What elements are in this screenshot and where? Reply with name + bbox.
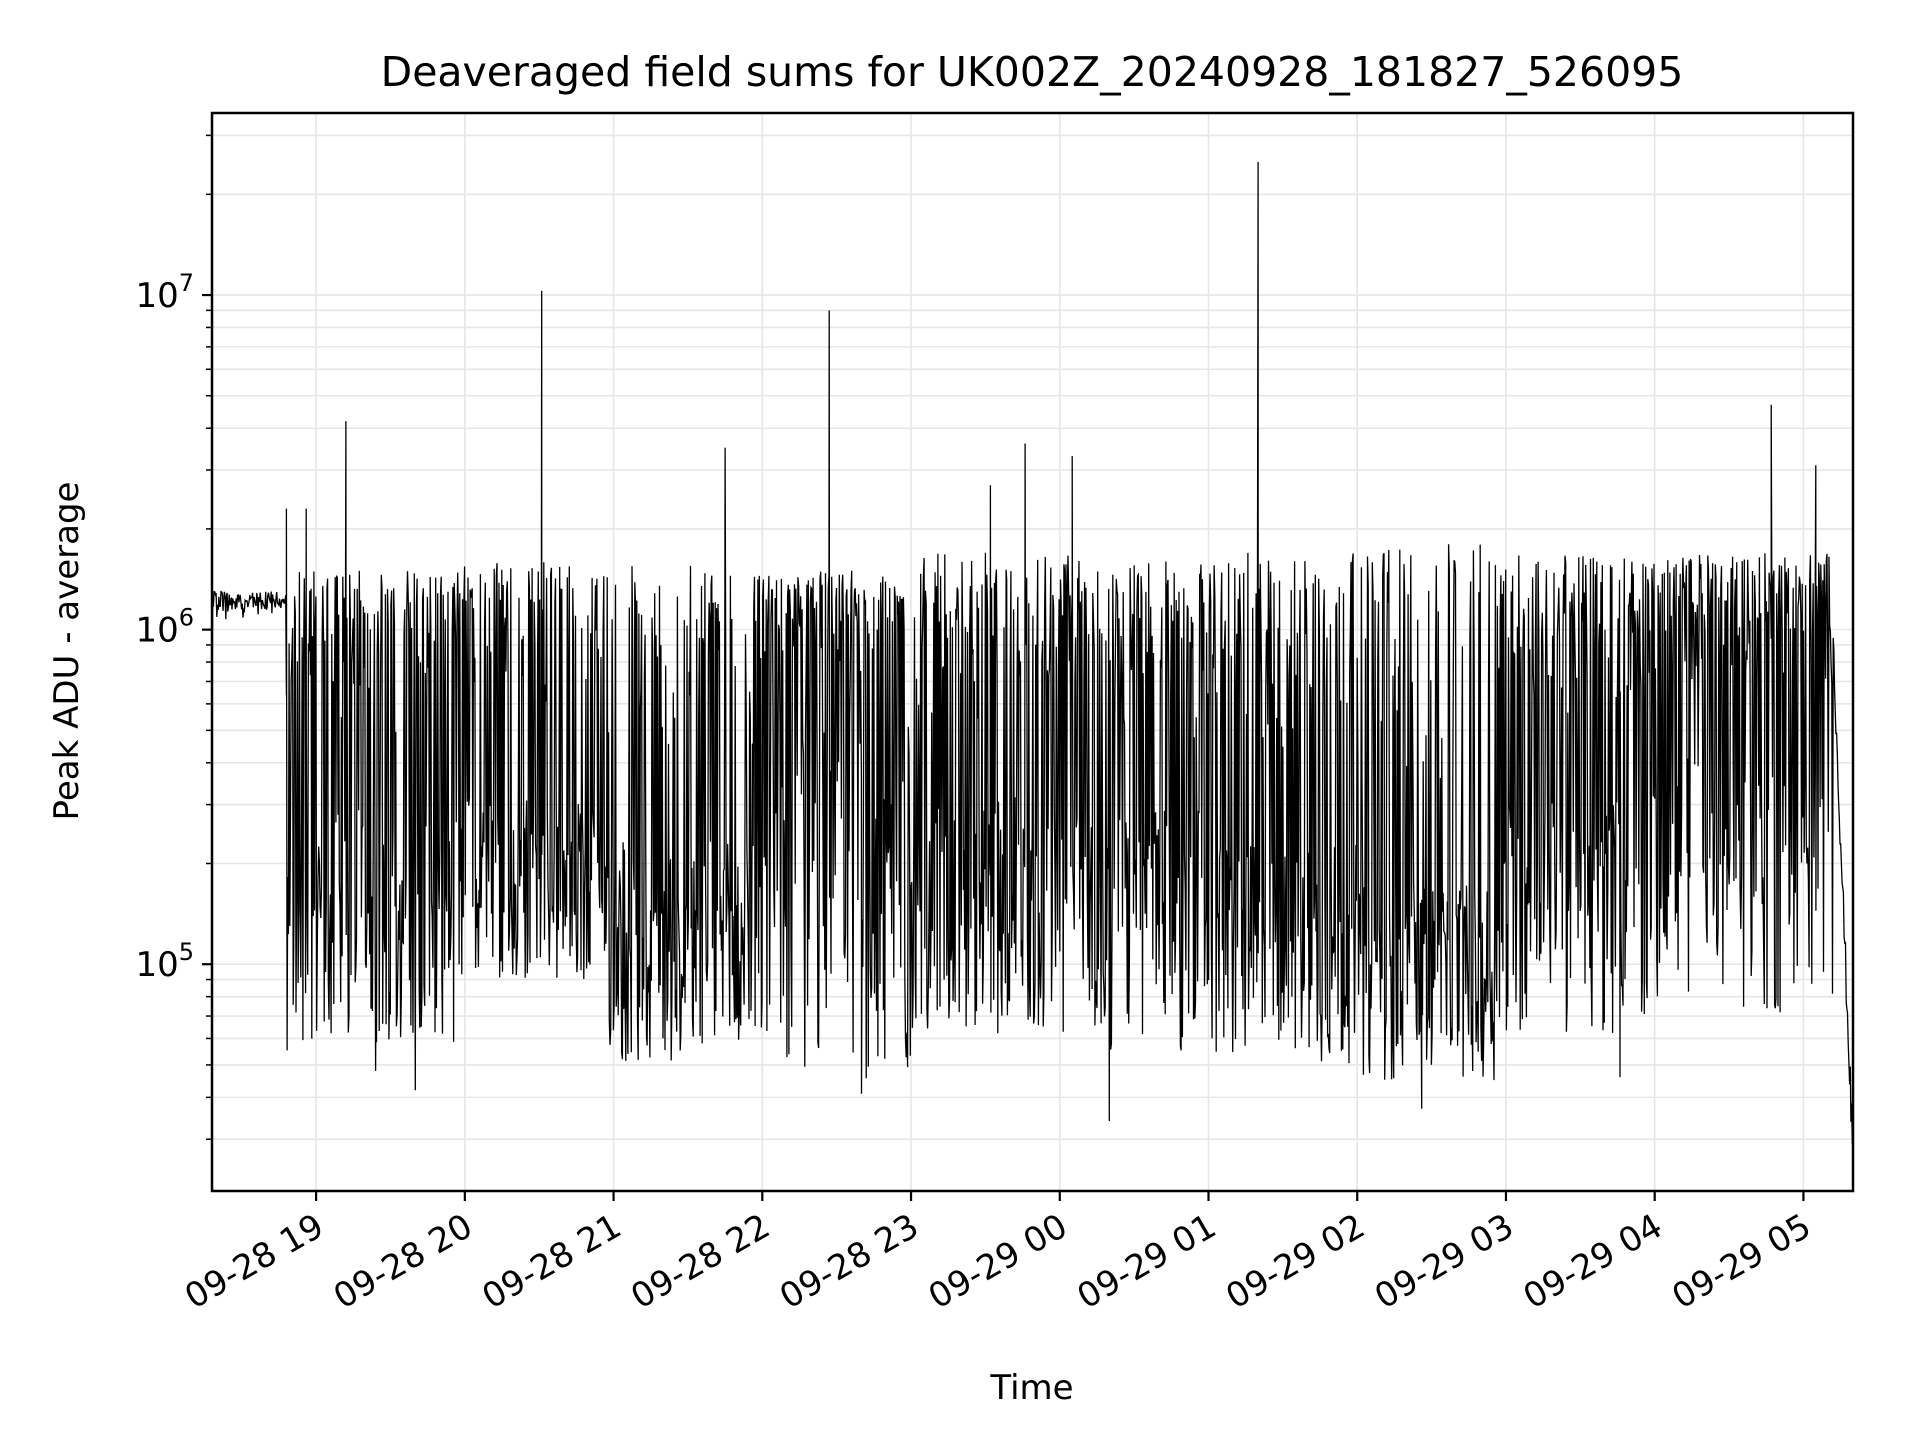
series-line [212,161,1853,1144]
x-tick-label: 09-28 23 [773,1206,925,1317]
x-tick-label: 09-29 03 [1368,1206,1520,1317]
y-tick-label: 107 [135,269,194,316]
x-tick-label: 09-29 04 [1517,1206,1669,1317]
x-tick-label: 09-28 22 [624,1206,776,1317]
x-tick-label: 09-28 19 [178,1206,330,1317]
y-tick-label: 105 [135,938,194,985]
y-tick-label: 106 [135,604,194,651]
x-tick-label: 09-29 00 [922,1206,1074,1317]
axes-frame [210,111,1855,1193]
x-tick-label: 09-29 01 [1071,1206,1223,1317]
x-axis-label: Time [989,1368,1073,1408]
x-tick-label: 09-28 21 [476,1206,628,1317]
x-tick-label: 09-29 02 [1219,1206,1371,1317]
series-layer [212,161,1853,1144]
y-axis-label: Peak ADU - average [47,482,87,821]
chart-title: Deaveraged field sums for UK002Z_2024092… [381,48,1684,96]
x-tick-label: 09-29 05 [1666,1206,1818,1317]
x-tick-label: 09-28 20 [327,1206,479,1317]
